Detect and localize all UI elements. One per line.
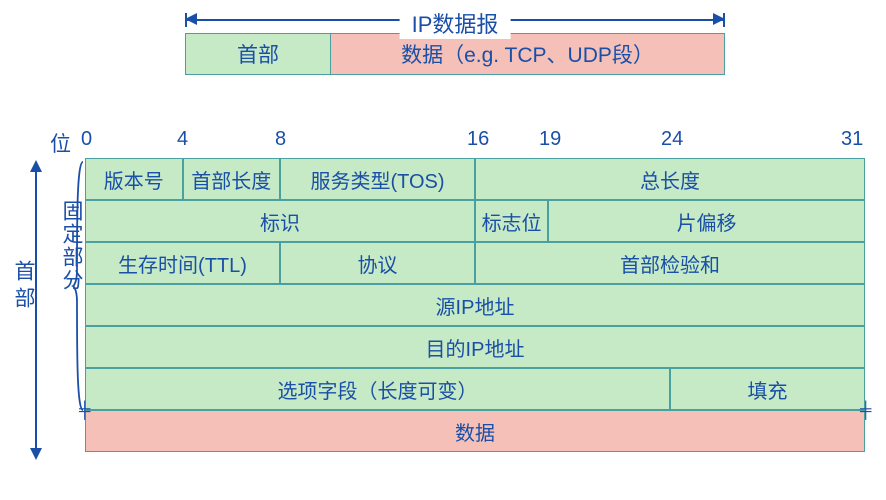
top-data-cell: 数据（e.g. TCP、UDP段） (331, 34, 724, 74)
top-arrow: IP数据报 (185, 5, 725, 33)
field-cell: 首部检验和 (475, 242, 865, 284)
bit-4: 4 (177, 128, 188, 151)
table-row: 生存时间(TTL)协议首部检验和 (85, 242, 865, 284)
fixed-part-label: 固定部分 (56, 200, 86, 292)
bit-8: 8 (275, 128, 286, 151)
break-mark-left: ╪ (79, 407, 91, 419)
field-cell: 服务类型(TOS) (280, 158, 475, 200)
field-cell: 填充 (670, 368, 865, 410)
ip-datagram-label: IP数据报 (400, 7, 511, 39)
field-cell: 目的IP地址 (85, 326, 865, 368)
table-row: 版本号首部长度服务类型(TOS)总长度 (85, 158, 865, 200)
break-mark-right: ╪ (860, 407, 872, 419)
header-table: 0 4 8 16 19 24 31 版本号首部长度服务类型(TOS)总长度标识标… (85, 124, 865, 452)
top-header-cell: 首部 (186, 34, 331, 74)
table-body: 版本号首部长度服务类型(TOS)总长度标识标志位片偏移生存时间(TTL)协议首部… (85, 158, 865, 452)
field-cell: 总长度 (475, 158, 865, 200)
table-row: 源IP地址 (85, 284, 865, 326)
bit-axis-label: 位 (50, 128, 71, 158)
arrow-tick-right (723, 13, 725, 27)
field-cell: 片偏移 (548, 200, 865, 242)
bit-31: 31 (841, 128, 863, 151)
bit-16: 16 (467, 128, 489, 151)
table-row: 标识标志位片偏移 (85, 200, 865, 242)
table-row: 数据 (85, 410, 865, 452)
bit-ruler: 0 4 8 16 19 24 31 (85, 124, 865, 158)
top-boxes: 首部 数据（e.g. TCP、UDP段） (185, 33, 725, 75)
field-cell: 数据 (85, 410, 865, 452)
bit-24: 24 (661, 128, 683, 151)
field-cell: 首部长度 (183, 158, 281, 200)
bit-0: 0 (81, 128, 92, 151)
field-cell: 版本号 (85, 158, 183, 200)
bit-19: 19 (539, 128, 561, 151)
top-overview: IP数据报 首部 数据（e.g. TCP、UDP段） (185, 5, 725, 75)
field-cell: 源IP地址 (85, 284, 865, 326)
field-cell: 选项字段（长度可变） (85, 368, 670, 410)
field-cell: 标识 (85, 200, 475, 242)
diagram-root: IP数据报 首部 数据（e.g. TCP、UDP段） 位 首部 固定部分 0 4… (0, 0, 886, 500)
field-cell: 生存时间(TTL) (85, 242, 280, 284)
table-row: 选项字段（长度可变）填充 (85, 368, 865, 410)
header-side-label: 首部 (8, 260, 38, 314)
table-row: 目的IP地址 (85, 326, 865, 368)
field-cell: 标志位 (475, 200, 548, 242)
field-cell: 协议 (280, 242, 475, 284)
